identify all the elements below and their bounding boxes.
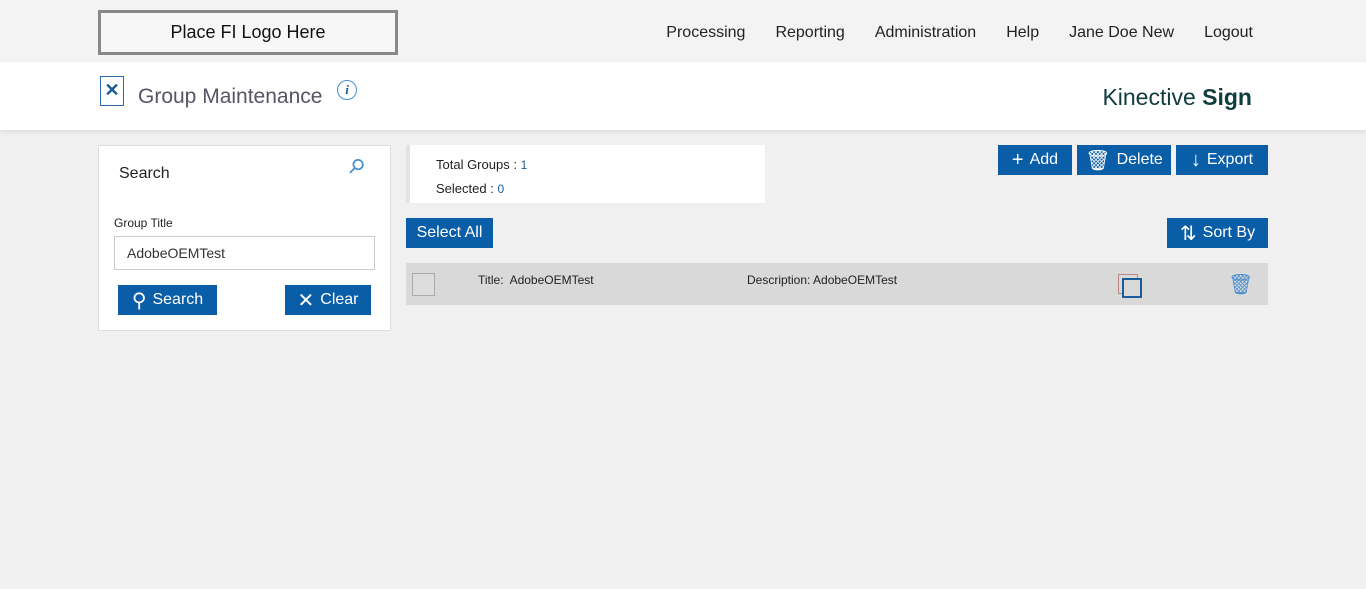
sort-icon: ⇅ — [1179, 222, 1197, 245]
row-title: Title: AdobeOEMTest — [478, 273, 594, 287]
selected-count: 0 — [497, 182, 505, 196]
search-button[interactable]: ⚲ Search — [118, 285, 217, 315]
row-description: Description: AdobeOEMTest — [747, 273, 898, 287]
clear-button[interactable]: ✕ Clear — [285, 285, 371, 315]
nav-help[interactable]: Help — [1006, 24, 1040, 41]
nav-administration[interactable]: Administration — [874, 24, 977, 41]
total-groups: 1 — [520, 158, 528, 172]
brand-logo: Kinective Sign — [1102, 84, 1252, 110]
close-icon: ✕ — [297, 289, 315, 312]
document-tools-icon: ✕ — [100, 76, 124, 106]
logo-placeholder: Place FI Logo Here — [98, 10, 398, 55]
nav-logout[interactable]: Logout — [1204, 24, 1253, 41]
copy-icon[interactable] — [1118, 274, 1142, 298]
nav-processing[interactable]: Processing — [666, 24, 746, 41]
main-nav: Processing Reporting Administration Help… — [666, 24, 1253, 42]
page-header: ✕ Group Maintenance i Kinective Sign — [0, 62, 1366, 130]
table-row: Title: AdobeOEMTest Description: AdobeOE… — [406, 263, 1268, 305]
row-trash-icon[interactable]: 🗑 — [1228, 274, 1254, 296]
row-checkbox[interactable] — [412, 273, 435, 296]
info-icon[interactable]: i — [337, 80, 357, 100]
nav-user[interactable]: Jane Doe New — [1069, 24, 1175, 41]
export-button[interactable]: ↓ Export — [1176, 145, 1268, 175]
page-title: Group Maintenance — [138, 85, 323, 108]
sort-by-button[interactable]: ⇅ Sort By — [1167, 218, 1268, 248]
nav-reporting[interactable]: Reporting — [775, 24, 845, 41]
trash-icon: 🗑 — [1085, 149, 1111, 172]
delete-button[interactable]: 🗑 Delete — [1077, 145, 1171, 175]
pin-icon[interactable]: ⚲ — [343, 153, 369, 180]
select-all-button[interactable]: Select All — [406, 218, 493, 248]
plus-icon: + — [1011, 148, 1024, 171]
stats-box: Total Groups : 1 Selected : 0 — [406, 145, 765, 203]
search-icon: ⚲ — [131, 289, 147, 312]
download-icon: ↓ — [1190, 148, 1201, 171]
search-panel: Search ⚲ Group Title AdobeOEMTest ⚲ Searc… — [98, 145, 391, 331]
group-title-label: Group Title — [114, 216, 173, 230]
top-bar: Place FI Logo Here Processing Reporting … — [0, 0, 1366, 62]
group-title-input[interactable]: AdobeOEMTest — [114, 236, 375, 270]
add-button[interactable]: + Add — [998, 145, 1072, 175]
search-panel-title: Search — [119, 165, 170, 182]
